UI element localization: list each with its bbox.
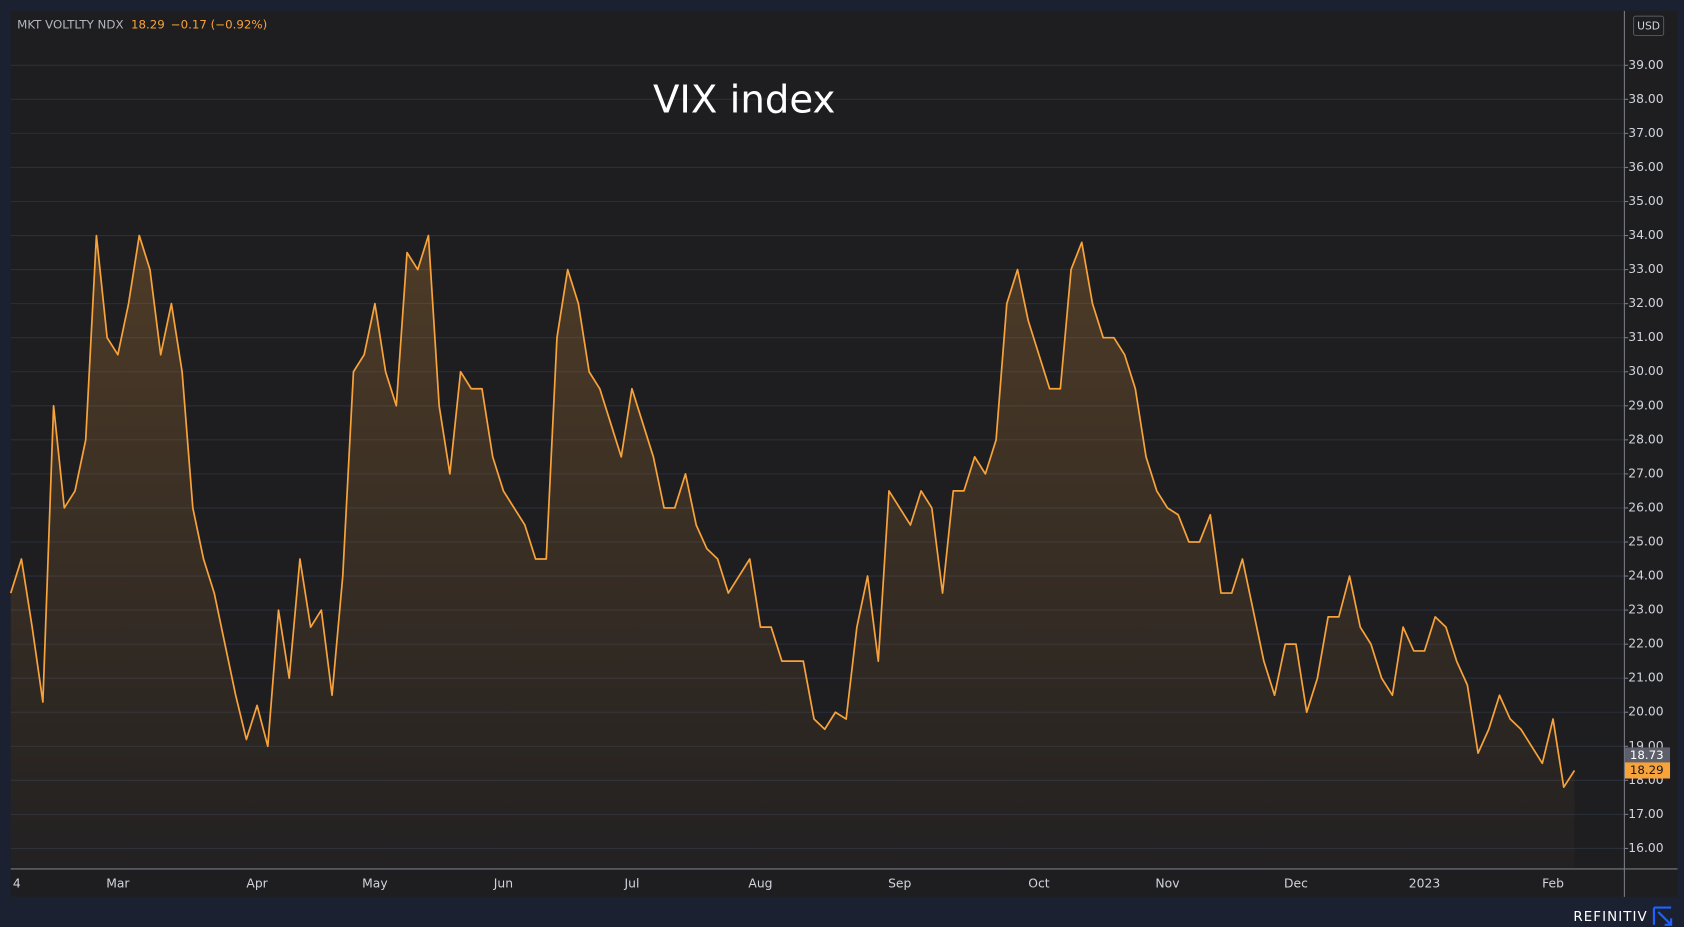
y-tick-label: 22.00 — [1628, 637, 1663, 651]
currency-label: USD — [1637, 19, 1660, 32]
y-tick-label: 38.00 — [1628, 92, 1663, 106]
y-tick-label: 26.00 — [1628, 500, 1663, 514]
last-value-badge — [1624, 762, 1671, 779]
currency-badge[interactable] — [1632, 15, 1665, 37]
symbol: MKT VOLTLTY NDX — [17, 17, 123, 31]
x-tick-label: Nov — [1155, 876, 1179, 890]
x-tick-label: Dec — [1284, 876, 1308, 890]
y-tick-label: 39.00 — [1628, 58, 1663, 72]
y-tick-label: 24.00 — [1628, 569, 1663, 583]
y-tick-label: 36.00 — [1628, 160, 1663, 174]
y-tick-label: 17.00 — [1628, 807, 1663, 821]
marks-layer — [9, 234, 1576, 868]
chart-title: VIX index — [653, 78, 835, 123]
x-tick-label: Apr — [246, 876, 268, 890]
x-tick-label: Feb — [1542, 876, 1564, 890]
x-tick-label: Oct — [1028, 876, 1050, 890]
x-tick-label: Mar — [106, 876, 130, 890]
y-tick-label: 25.00 — [1628, 534, 1663, 548]
reference-label: 18.73 — [1630, 748, 1664, 762]
last-price: 18.29 — [131, 17, 165, 31]
y-tick-label: 28.00 — [1628, 432, 1663, 446]
price-change: −0.17 (−0.92%) — [171, 17, 267, 31]
y-tick-label: 29.00 — [1628, 398, 1663, 412]
y-tick-label: 31.00 — [1628, 330, 1663, 344]
y-tick-label: 23.00 — [1628, 603, 1663, 617]
y-tick-label: 16.00 — [1628, 841, 1663, 855]
labels-layer: 16.0017.0018.0019.0020.0021.0022.0023.00… — [13, 58, 1671, 890]
y-tick-label: 34.00 — [1628, 228, 1663, 242]
y-tick-label: 35.00 — [1628, 194, 1663, 208]
source-label: REFINITIV — [1573, 910, 1647, 925]
y-tick-label: 33.00 — [1628, 262, 1663, 276]
x-tick-label: Jun — [493, 876, 513, 890]
y-tick-label: 21.00 — [1628, 671, 1663, 685]
area — [10, 235, 1575, 868]
x-tick-label: Aug — [748, 876, 772, 890]
last-value-label: 18.29 — [1630, 763, 1664, 777]
x-tick-label: Sep — [888, 876, 911, 890]
x-tick-label: May — [362, 876, 388, 890]
y-tick-label: 27.00 — [1628, 466, 1663, 480]
y-tick-label: 20.00 — [1628, 705, 1663, 719]
y-tick-label: 30.00 — [1628, 364, 1663, 378]
reference-badge — [1624, 747, 1671, 764]
x-tick-label: Jul — [623, 876, 639, 890]
y-tick-label: 32.00 — [1628, 296, 1663, 310]
x-tick-label: 4 — [13, 876, 21, 890]
source-logo — [1652, 906, 1673, 926]
y-tick-label: 37.00 — [1628, 126, 1663, 140]
line — [9, 234, 1576, 789]
x-tick-label: 2023 — [1409, 876, 1440, 890]
